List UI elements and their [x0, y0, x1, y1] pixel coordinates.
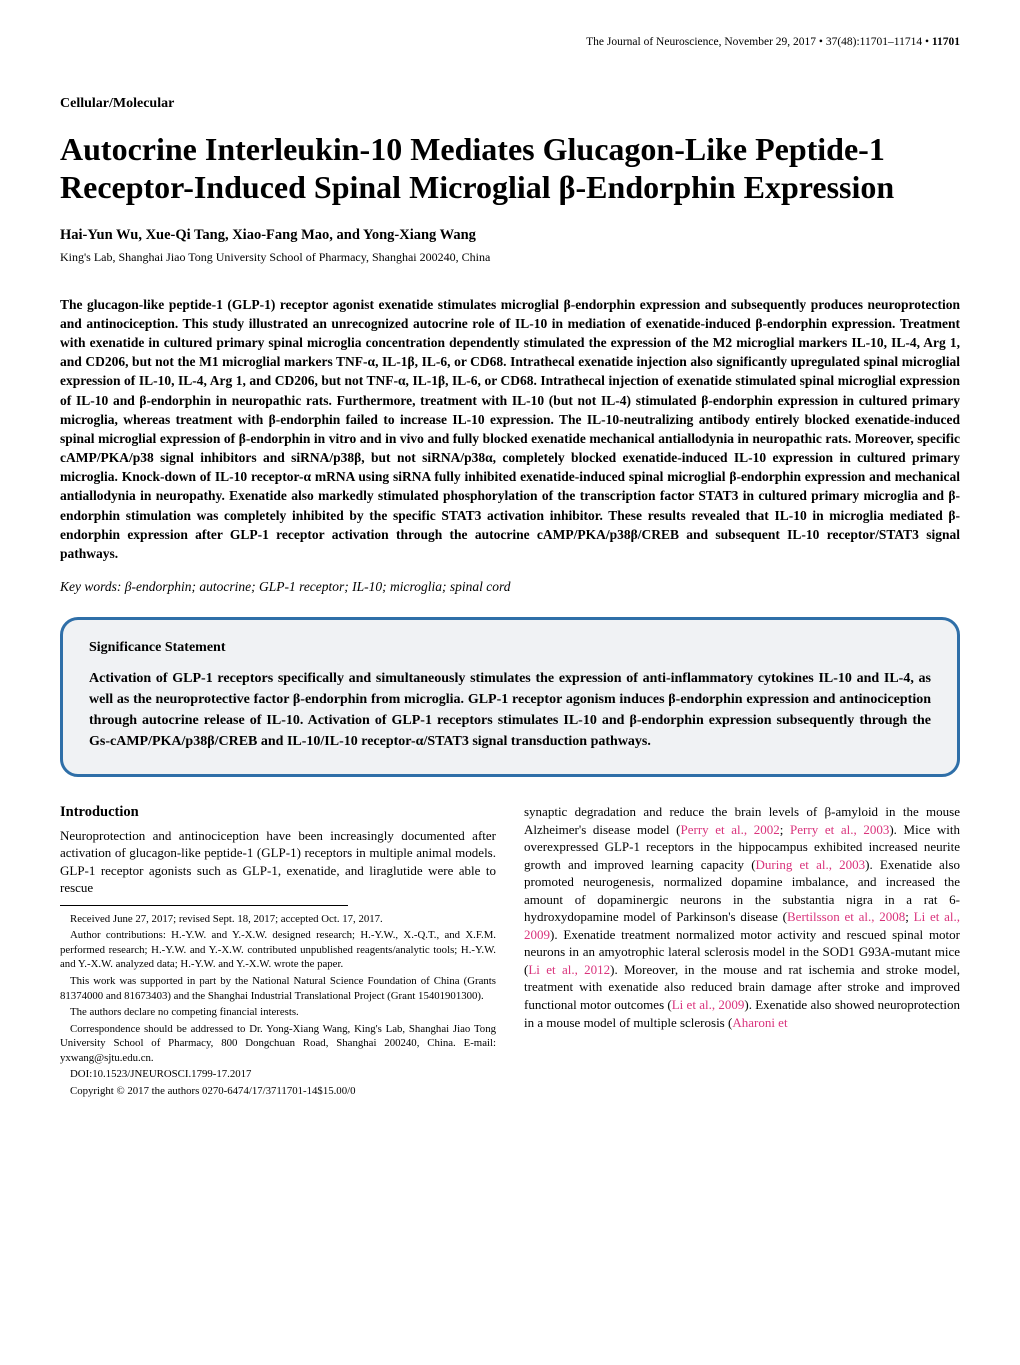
authors-list: Hai-Yun Wu, Xue-Qi Tang, Xiao-Fang Mao, … [60, 227, 960, 244]
citation-link[interactable]: Bertilsson et al., 2008 [787, 909, 905, 924]
citation-link[interactable]: Li et al., 2009 [672, 997, 745, 1012]
citation-link[interactable]: Li et al., 2012 [528, 962, 610, 977]
two-column-body: Introduction Neuroprotection and antinoc… [60, 803, 960, 1101]
significance-box: Significance Statement Activation of GLP… [60, 617, 960, 777]
section-label: Cellular/Molecular [60, 96, 960, 112]
journal-info: The Journal of Neuroscience, November 29… [586, 36, 816, 48]
footnotes: Received June 27, 2017; revised Sept. 18… [60, 912, 496, 1099]
intro-heading: Introduction [60, 803, 496, 823]
footnote-divider [60, 905, 348, 906]
keywords: Key words: β-endorphin; autocrine; GLP-1… [60, 579, 960, 595]
footnote-contributions: Author contributions: H.-Y.W. and Y.-X.W… [60, 928, 496, 972]
significance-title: Significance Statement [89, 640, 931, 656]
intro-left-para: Neuroprotection and antinociception have… [60, 827, 496, 897]
left-column: Introduction Neuroprotection and antinoc… [60, 803, 496, 1101]
right-text-2: ; [780, 822, 790, 837]
citation-link[interactable]: Perry et al., 2002 [681, 822, 780, 837]
volume-info: 37(48):11701–11714 [826, 36, 922, 48]
footnote-conflict: The authors declare no competing financi… [60, 1005, 496, 1020]
citation-link[interactable]: During et al., 2003 [756, 857, 866, 872]
abstract: The glucagon-like peptide-1 (GLP-1) rece… [60, 295, 960, 563]
affiliation: King's Lab, Shanghai Jiao Tong Universit… [60, 250, 960, 265]
significance-body: Activation of GLP-1 receptors specifical… [89, 668, 931, 752]
footnote-correspondence: Correspondence should be addressed to Dr… [60, 1022, 496, 1066]
right-text-5: ; [905, 909, 913, 924]
page-number: 11701 [932, 36, 960, 48]
footnote-copyright: Copyright © 2017 the authors 0270-6474/1… [60, 1084, 496, 1099]
citation-link[interactable]: Aharoni et [732, 1015, 787, 1030]
article-title: Autocrine Interleukin-10 Mediates Glucag… [60, 130, 960, 207]
citation-link[interactable]: Perry et al., 2003 [790, 822, 889, 837]
footnote-funding: This work was supported in part by the N… [60, 974, 496, 1003]
footnote-doi: DOI:10.1523/JNEUROSCI.1799-17.2017 [60, 1067, 496, 1082]
page: The Journal of Neuroscience, November 29… [0, 0, 1020, 1136]
right-column: synaptic degradation and reduce the brai… [524, 803, 960, 1101]
footnote-received: Received June 27, 2017; revised Sept. 18… [60, 912, 496, 927]
running-header: The Journal of Neuroscience, November 29… [60, 36, 960, 48]
